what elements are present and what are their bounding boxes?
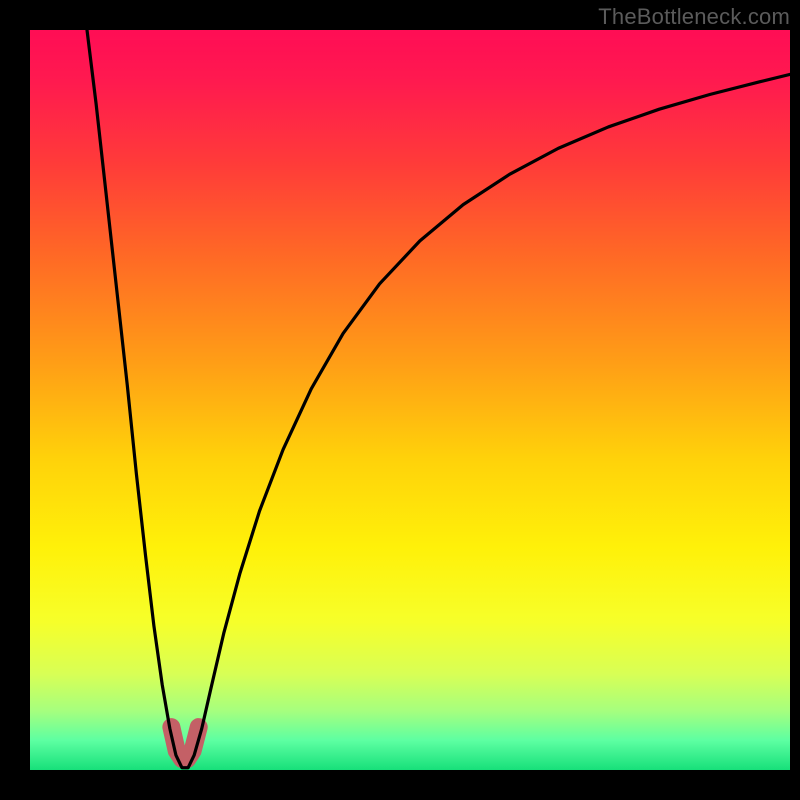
chart-stage: TheBottleneck.com [0, 0, 800, 800]
watermark-text: TheBottleneck.com [598, 4, 790, 30]
plot-svg [0, 0, 800, 800]
plot-background [30, 30, 790, 770]
